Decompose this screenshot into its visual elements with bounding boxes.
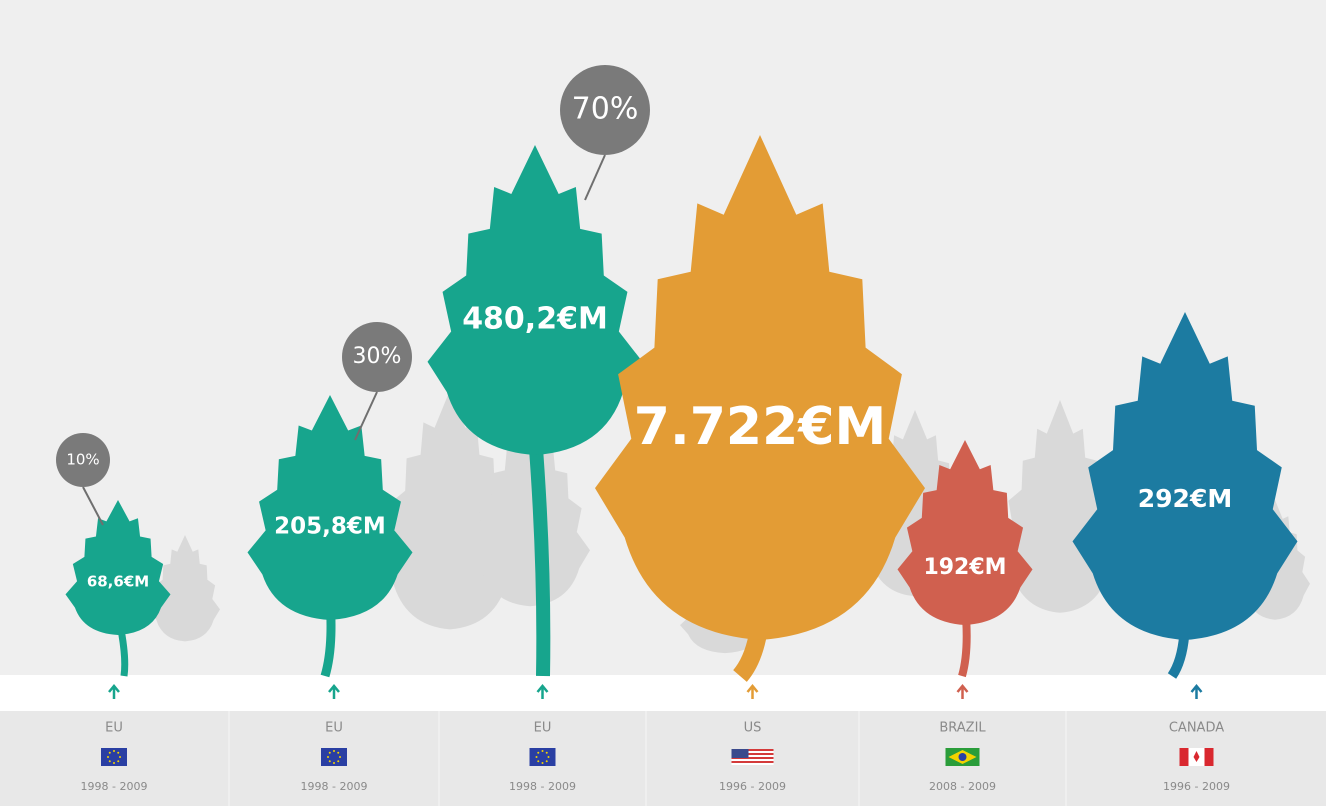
leaf-amount: 68,6€M [87,573,149,591]
region: EU [105,721,123,736]
flag-star [546,752,548,754]
region: CANADA [1169,721,1224,736]
flag-star [109,752,111,754]
flag-star [542,762,544,764]
leaf-amount: 205,8€M [274,514,386,540]
flag-star [329,760,331,762]
flag-star [333,750,335,752]
years: 1998 - 2009 [81,780,148,793]
page: 68,6€M 10% 205,8€M 30% 480,2€M 70% 7.722€M 192€… [0,0,1326,806]
flag-star [537,752,539,754]
flag-star [113,762,115,764]
flag-globe [959,753,967,761]
flag-star [327,756,329,758]
arrow-strip [0,675,1326,711]
flag-star [113,750,115,752]
flag-star [536,756,538,758]
flag-group [530,748,556,766]
flag-star [542,750,544,752]
leaf-amount: 192€M [923,555,1006,580]
flag-star [537,760,539,762]
flag-star [117,752,119,754]
flag-star [107,756,109,758]
flag-star [548,756,550,758]
flag-star [117,760,119,762]
infographic: 68,6€M 10% 205,8€M 30% 480,2€M 70% 7.722€M 192€… [0,0,1326,806]
leaf-amount: 7.722€M [634,397,886,457]
years: 1996 - 2009 [1163,780,1230,793]
leaf-amount: 480,2€M [462,302,608,337]
region: US [744,721,762,736]
flag-stripe [732,761,774,763]
years: 2008 - 2009 [929,780,996,793]
share-label: 70% [572,92,639,127]
flag-star [546,760,548,762]
flag-group [732,749,774,765]
years: 1996 - 2009 [719,780,786,793]
flag-group [101,748,127,766]
flag-star [337,752,339,754]
flag-band [1205,748,1214,766]
years: 1998 - 2009 [301,780,368,793]
region: EU [534,721,552,736]
flag-canton [732,749,749,758]
flag-star [339,756,341,758]
region: EU [325,721,343,736]
flag-band [1180,748,1189,766]
years: 1998 - 2009 [509,780,576,793]
flag-star [329,752,331,754]
flag-group [1180,748,1214,766]
leaf-amount: 292€M [1138,484,1232,513]
share-label: 30% [353,344,402,369]
flag-star [333,762,335,764]
flag-group [321,748,347,766]
flag-star [109,760,111,762]
share-label: 10% [66,451,99,469]
flag-star [337,760,339,762]
region: BRAZIL [939,721,986,736]
flag-star [119,756,121,758]
flag-group [946,748,980,766]
